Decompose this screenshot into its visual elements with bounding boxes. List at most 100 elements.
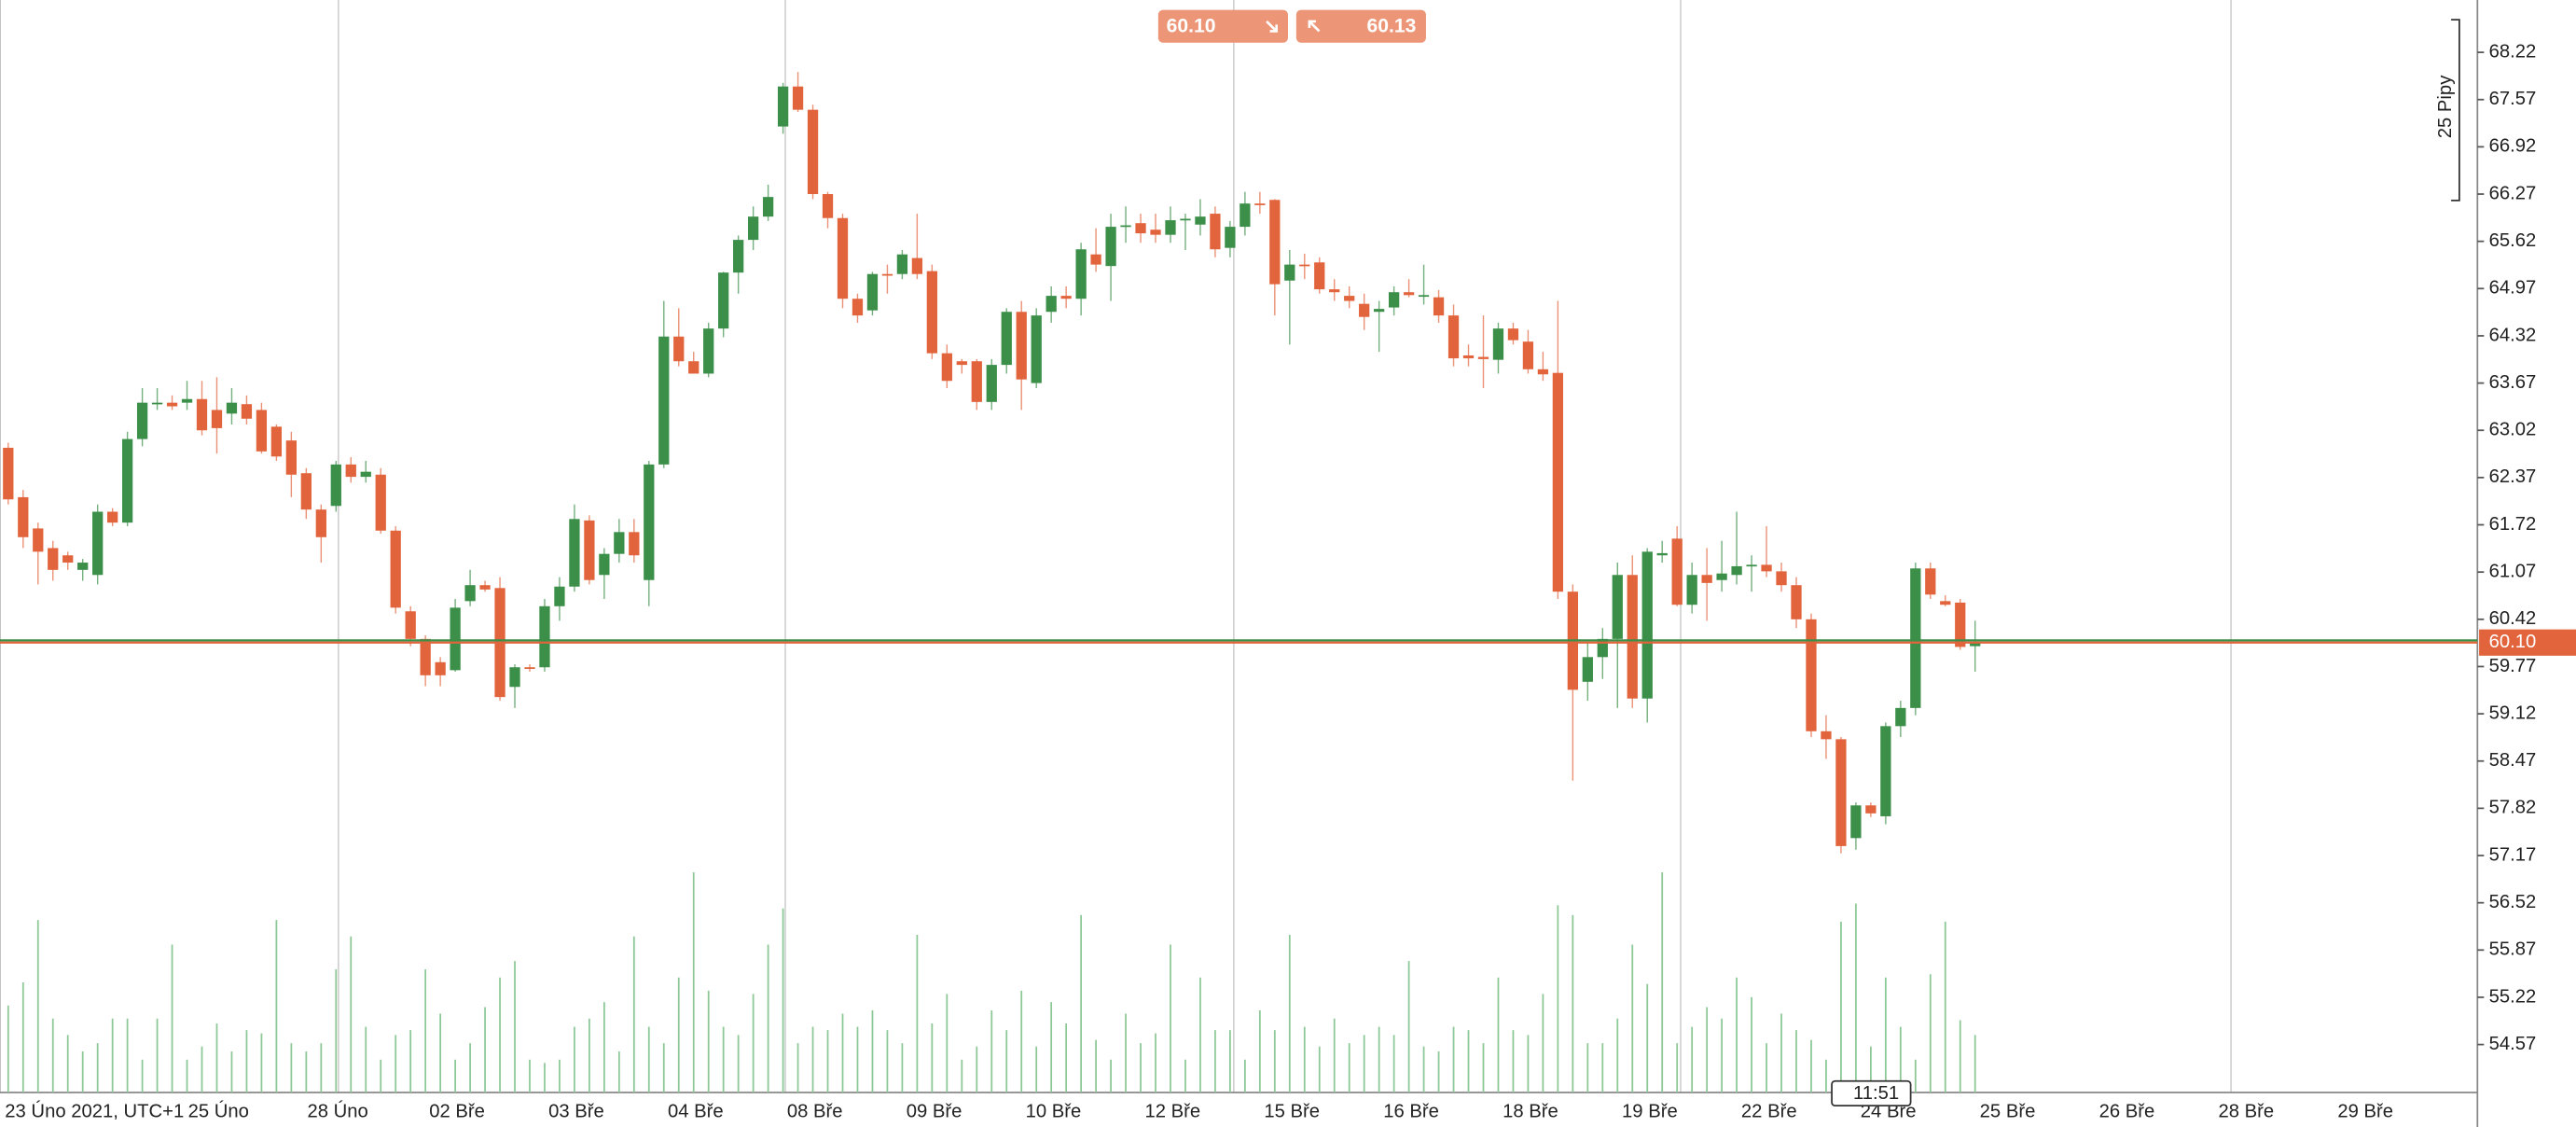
time-box	[1831, 1079, 1912, 1106]
candle-body	[405, 611, 416, 639]
candle-body	[1716, 573, 1727, 580]
candle-body	[1329, 289, 1340, 293]
x-tick-label: 28 Úno	[307, 1100, 367, 1121]
sell-arrow	[1266, 20, 1278, 33]
candle-body	[1299, 264, 1310, 267]
candle-body	[1477, 356, 1489, 359]
bid-price-box	[2479, 629, 2576, 656]
candle-body	[1388, 292, 1400, 308]
y-tick-label: 55.87	[2489, 939, 2537, 960]
candle-body	[435, 661, 446, 675]
candle-body	[1612, 575, 1623, 639]
x-tick-label: 23 Úno 2021, UTC+1	[5, 1100, 184, 1121]
candle-body	[1821, 730, 1832, 740]
y-tick-label: 54.57	[2489, 1034, 2537, 1054]
candle-body	[1210, 214, 1221, 250]
candle-body	[345, 464, 356, 478]
candle-body	[703, 328, 714, 374]
candle-body	[926, 271, 937, 354]
candle-body	[196, 398, 208, 431]
candle-body	[718, 272, 729, 329]
candle-body	[807, 109, 819, 195]
candle-body	[1120, 225, 1131, 228]
candle-body	[1165, 220, 1176, 235]
candle-body	[18, 496, 29, 537]
buy-price: 60.13	[1367, 16, 1417, 37]
candle-body	[1731, 565, 1742, 576]
buy-badge[interactable]: 60.13	[1295, 9, 1426, 43]
candle-body	[1492, 328, 1504, 360]
y-tick-label: 61.72	[2489, 514, 2537, 535]
candle-body	[1880, 726, 1891, 816]
candle-body	[33, 528, 44, 552]
candle-body	[852, 299, 864, 316]
weekend-separators	[338, 0, 2232, 1093]
candle-body	[1433, 297, 1445, 316]
candle-body	[1046, 296, 1057, 313]
candle-body	[1180, 218, 1191, 221]
candle-body	[1254, 203, 1266, 205]
y-tick-label: 57.82	[2489, 798, 2537, 818]
candle-body	[629, 532, 640, 556]
candle-body	[688, 361, 699, 374]
candle-body	[1552, 372, 1564, 592]
sell-badge[interactable]: 60.10	[1157, 9, 1288, 43]
candle-body	[1374, 309, 1385, 313]
candle-body	[1031, 315, 1042, 383]
candle-body	[166, 402, 178, 407]
candle-body	[107, 511, 118, 523]
candle-body	[658, 336, 670, 465]
candle-body	[1105, 227, 1116, 267]
candle-body	[896, 254, 908, 274]
candle-body	[1240, 203, 1251, 228]
y-tick-label: 56.52	[2489, 892, 2537, 912]
candle-body	[1462, 355, 1475, 359]
candle-body	[300, 473, 312, 510]
candle-body	[1970, 642, 1981, 647]
candle-body	[1940, 601, 1951, 605]
candle-body	[1016, 312, 1027, 380]
sell-button[interactable]	[1157, 9, 1288, 43]
candle-body	[375, 474, 386, 531]
candle-body	[584, 520, 595, 580]
candle-body	[644, 464, 655, 580]
candle-body	[1150, 230, 1161, 235]
x-tick-label: 15 Bře	[1264, 1101, 1320, 1121]
y-tick-label: 66.27	[2489, 183, 2537, 203]
candle-body	[911, 257, 923, 274]
candle-body	[1791, 585, 1802, 619]
x-tick-label: 12 Bře	[1145, 1101, 1201, 1121]
candle-body	[1806, 619, 1817, 731]
pip-label: 25 Pipy	[2435, 75, 2456, 138]
candle-body	[1075, 249, 1087, 299]
buy-button[interactable]	[1295, 9, 1426, 43]
candle-body	[479, 585, 491, 590]
candle-body	[1761, 564, 1772, 572]
candle-body	[956, 361, 967, 366]
candle-body	[315, 509, 326, 537]
candle-body	[181, 398, 193, 403]
candle-body	[420, 638, 431, 675]
candle-body	[1671, 538, 1683, 605]
candle-body	[1269, 200, 1281, 285]
y-tick-label: 61.07	[2489, 562, 2537, 582]
x-tick-label: 03 Bře	[548, 1101, 604, 1121]
y-tick-label: 64.32	[2489, 325, 2537, 345]
candle-body	[330, 464, 341, 507]
candle-body	[1090, 254, 1101, 265]
candle-body	[256, 410, 268, 452]
candle-body	[1537, 369, 1549, 375]
candle-body	[1835, 739, 1847, 846]
candle-body	[569, 519, 580, 587]
x-tick-label: 04 Bře	[668, 1101, 724, 1121]
candle-body	[837, 217, 849, 299]
y-tick-label: 60.42	[2489, 608, 2537, 629]
candle-body	[1001, 312, 1012, 366]
candle-body	[390, 530, 401, 608]
candle-body	[48, 548, 59, 570]
candle-body	[1135, 223, 1146, 234]
candle-body	[554, 586, 565, 606]
candle-body	[822, 194, 834, 218]
x-tick-label: 24 Bře	[1861, 1101, 1917, 1121]
